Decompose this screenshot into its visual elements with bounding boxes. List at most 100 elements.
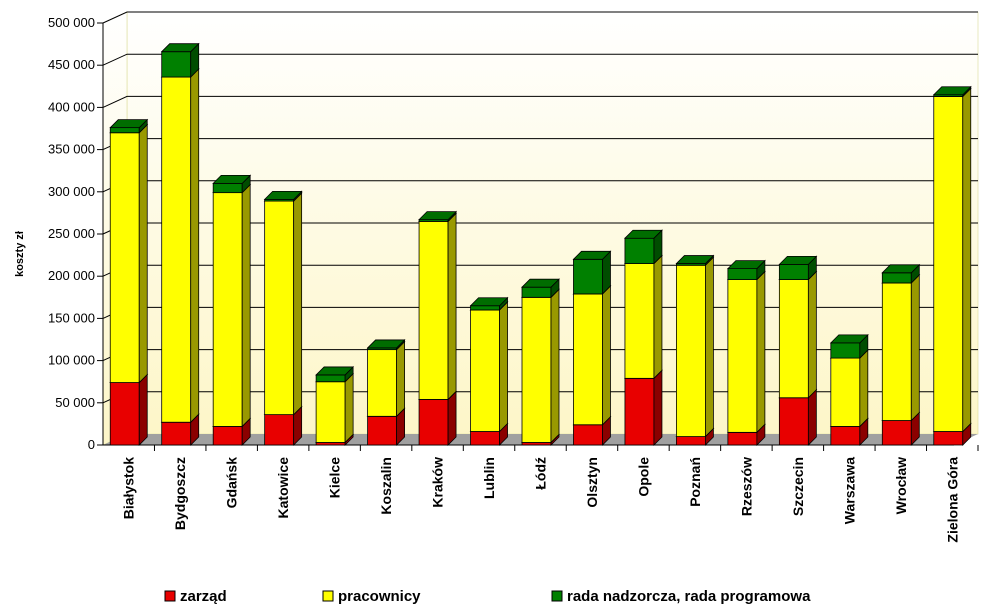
- bar-segment: [829, 333, 869, 360]
- bar-top: [212, 174, 252, 184]
- bar-segment: [160, 68, 200, 424]
- x-tick-label: Lublin: [481, 457, 497, 499]
- y-tick-label: 350 000: [48, 142, 95, 157]
- x-tick-label: Łódź: [533, 457, 549, 490]
- bar-front: [830, 357, 861, 427]
- bar-top: [469, 297, 509, 307]
- x-tick-label: Katowice: [275, 457, 291, 519]
- bar-front: [264, 414, 295, 446]
- bar-segment: [623, 229, 663, 265]
- bar-side: [447, 212, 457, 401]
- bar-segment: [418, 210, 458, 223]
- bar-front: [521, 296, 552, 443]
- bar-segment: [109, 123, 149, 384]
- bar-side: [396, 340, 405, 418]
- bar-front: [109, 132, 140, 383]
- legend-label: zarząd: [180, 588, 227, 605]
- x-tick-label: Rzeszów: [738, 457, 754, 516]
- bar-top: [623, 229, 663, 239]
- bar-front: [676, 264, 706, 437]
- bar-front: [573, 293, 603, 426]
- bar-front: [212, 182, 243, 194]
- bar-segment: [109, 118, 149, 134]
- bar-side: [138, 123, 148, 384]
- bar-front: [933, 96, 964, 432]
- bar-segment: [366, 340, 406, 418]
- x-tick-label: Koszalin: [378, 457, 394, 515]
- bar-top: [881, 264, 921, 274]
- bar-segment: [469, 300, 509, 433]
- y-tick-label: 500 000: [48, 15, 95, 30]
- bar-top: [366, 339, 406, 349]
- bar-top: [778, 255, 818, 265]
- legend-label: rada nadzorcza, rada programowa: [567, 588, 811, 605]
- bar-segment: [932, 87, 972, 433]
- bar-top: [315, 366, 355, 376]
- bar-segment: [623, 254, 663, 380]
- bar-front: [161, 421, 192, 446]
- bar-segment: [572, 284, 612, 426]
- bar-front: [830, 426, 861, 446]
- y-tick-label: 400 000: [48, 99, 95, 114]
- legend-swatch: [164, 590, 176, 602]
- y-tick-label: 450 000: [48, 57, 95, 72]
- bar-side: [550, 288, 560, 444]
- bar-front: [933, 431, 964, 446]
- bar-front: [778, 397, 809, 446]
- bar-front: [881, 282, 912, 421]
- x-tick-label: Opole: [635, 457, 651, 497]
- bar-front: [727, 279, 758, 433]
- bar-top: [675, 255, 715, 264]
- bar-segment: [726, 259, 766, 281]
- bar-front: [624, 237, 655, 264]
- bar-segment: [572, 250, 612, 295]
- bar-top: [726, 260, 766, 270]
- bar-front: [367, 415, 397, 446]
- bar-front: [573, 424, 603, 446]
- x-tick-label: Wrocław: [893, 457, 909, 514]
- bar-front: [315, 381, 346, 443]
- bar-segment: [212, 183, 252, 428]
- y-tick-label: 200 000: [48, 268, 95, 283]
- bar-side: [807, 388, 817, 446]
- y-tick-label: 150 000: [48, 310, 95, 325]
- bar-front: [881, 420, 912, 446]
- bar-side: [293, 192, 303, 416]
- bar-front: [418, 220, 449, 400]
- bar-front: [109, 382, 140, 446]
- x-tick-label: Zielona Góra: [944, 457, 960, 543]
- legend-item: pracownicy: [322, 588, 421, 605]
- bar-front: [881, 272, 912, 284]
- bar-side: [705, 256, 714, 438]
- bar-side: [344, 372, 354, 444]
- bar-side: [602, 284, 611, 426]
- bar-top: [521, 278, 560, 288]
- y-tick-label: 0: [88, 437, 95, 452]
- legend: zarząd pracownicy rada nadzorcza, rada pro…: [164, 588, 811, 605]
- legend-item: zarząd: [164, 588, 227, 605]
- x-tick-label: Gdańsk: [224, 457, 240, 509]
- x-tick-label: Warszawa: [841, 457, 857, 524]
- bar-segment: [778, 255, 818, 281]
- bars: [109, 42, 972, 446]
- bar-segment: [623, 369, 663, 446]
- bar-segment: [418, 212, 458, 401]
- bar-segment: [263, 192, 303, 416]
- y-tick-label: 100 000: [48, 353, 95, 368]
- bar-front: [470, 431, 500, 446]
- y-tick-label: 50 000: [55, 395, 95, 410]
- bar-segment: [212, 174, 252, 194]
- legend-swatch: [322, 590, 334, 602]
- bar-front: [727, 431, 758, 446]
- bar-front: [573, 258, 603, 295]
- bar-side: [910, 273, 920, 422]
- bar-front: [778, 263, 809, 280]
- bar-front: [161, 76, 192, 423]
- bar-segment: [881, 273, 921, 422]
- bar-segment: [521, 288, 560, 444]
- bar-segment: [366, 338, 406, 351]
- x-tick-label: Olsztyn: [584, 457, 600, 508]
- bar-front: [470, 309, 500, 432]
- bar-segment: [726, 270, 766, 434]
